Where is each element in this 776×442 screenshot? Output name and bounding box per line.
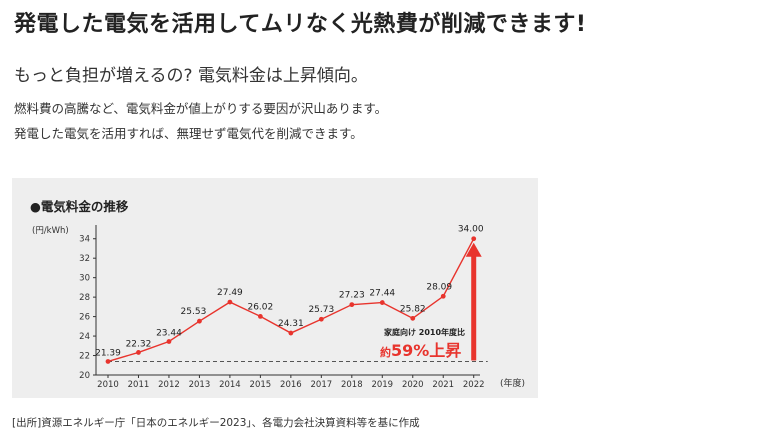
increase-arrow-head — [465, 242, 482, 257]
x-tick-label: 2021 — [432, 380, 454, 390]
data-point — [257, 314, 263, 319]
x-tick-label: 2022 — [463, 380, 485, 390]
annotation-value: 59%上昇 — [391, 341, 461, 360]
chart-panel: ●電気料金の推移 (円/kWh) (年度) 20 22 24 26 28 30 32 34 20… — [12, 178, 538, 398]
x-axis-label: (年度) — [500, 377, 525, 389]
y-tick-label: 26 — [79, 313, 90, 323]
x-tick-label: 2020 — [402, 380, 424, 390]
y-tick-label: 28 — [79, 293, 90, 303]
y-tick-label: 22 — [79, 352, 90, 362]
x-tick-label: 2013 — [189, 380, 211, 390]
data-label: 24.31 — [278, 319, 304, 329]
annotation-line1: 家庭向け 2010年度比 — [384, 327, 465, 337]
data-point — [318, 316, 324, 322]
data-point — [410, 315, 416, 321]
data-label: 26.02 — [247, 302, 273, 312]
increase-arrow-shaft — [471, 254, 477, 361]
data-point — [197, 318, 202, 324]
annotation-prefix: 約 — [380, 345, 391, 359]
subheadline: もっと負担が増えるの? 電気料金は上昇傾向。 — [14, 66, 368, 86]
y-tick-label: 30 — [79, 274, 90, 284]
data-label: 23.44 — [156, 329, 182, 339]
x-tick-label: 2012 — [158, 380, 180, 390]
data-label: 25.82 — [400, 304, 426, 314]
data-point — [227, 299, 233, 305]
x-tick-label: 2017 — [311, 380, 333, 390]
data-point — [471, 236, 477, 242]
x-tick-label: 2010 — [97, 380, 119, 390]
x-tick-label: 2015 — [250, 380, 272, 390]
data-point — [349, 302, 355, 308]
y-axis-label: (円/kWh) — [32, 226, 69, 236]
data-point — [288, 330, 294, 336]
data-label: 28.09 — [426, 282, 452, 292]
data-label: 22.32 — [126, 339, 152, 349]
data-label: 25.73 — [308, 305, 334, 315]
electricity-price-chart: ●電気料金の推移 (円/kWh) (年度) 202224262830323420… — [30, 199, 525, 390]
x-tick-label: 2019 — [371, 380, 393, 390]
x-tick-label: 2014 — [219, 380, 241, 390]
data-label: 34.00 — [458, 225, 484, 235]
data-point — [136, 350, 141, 355]
data-point — [379, 300, 385, 305]
data-point — [166, 339, 172, 344]
headline: 発電した電気を活用してムリなく光熱費が削減できます! — [14, 12, 587, 37]
source-note: [出所]資源エネルギー庁「日本のエネルギー2023」、各電力会社決算資料等を基に… — [12, 417, 420, 429]
annotation-emphasis: 約59%上昇 — [380, 341, 461, 360]
y-tick-label: 24 — [79, 332, 90, 342]
data-label: 27.23 — [339, 291, 365, 301]
y-tick-label: 32 — [79, 254, 90, 264]
y-tick-label: 34 — [79, 235, 90, 245]
chart-title: ●電気料金の推移 — [30, 199, 129, 214]
x-tick-label: 2016 — [280, 380, 302, 390]
data-label: 27.44 — [369, 289, 395, 299]
x-tick-label: 2011 — [128, 380, 150, 390]
data-label: 27.49 — [217, 288, 243, 298]
x-tick-label: 2018 — [341, 380, 363, 390]
data-point — [440, 293, 446, 299]
data-label: 25.53 — [181, 307, 207, 317]
data-point — [105, 359, 111, 364]
y-tick-label: 20 — [79, 371, 90, 381]
body-text-line-2: 発電した電気を活用すれば、無理せず電気代を削減できます。 — [14, 126, 363, 141]
body-text-line-1: 燃料費の高騰など、電気料金が値上がりする要因が沢山あります。 — [14, 101, 388, 116]
data-label: 21.39 — [95, 348, 121, 358]
